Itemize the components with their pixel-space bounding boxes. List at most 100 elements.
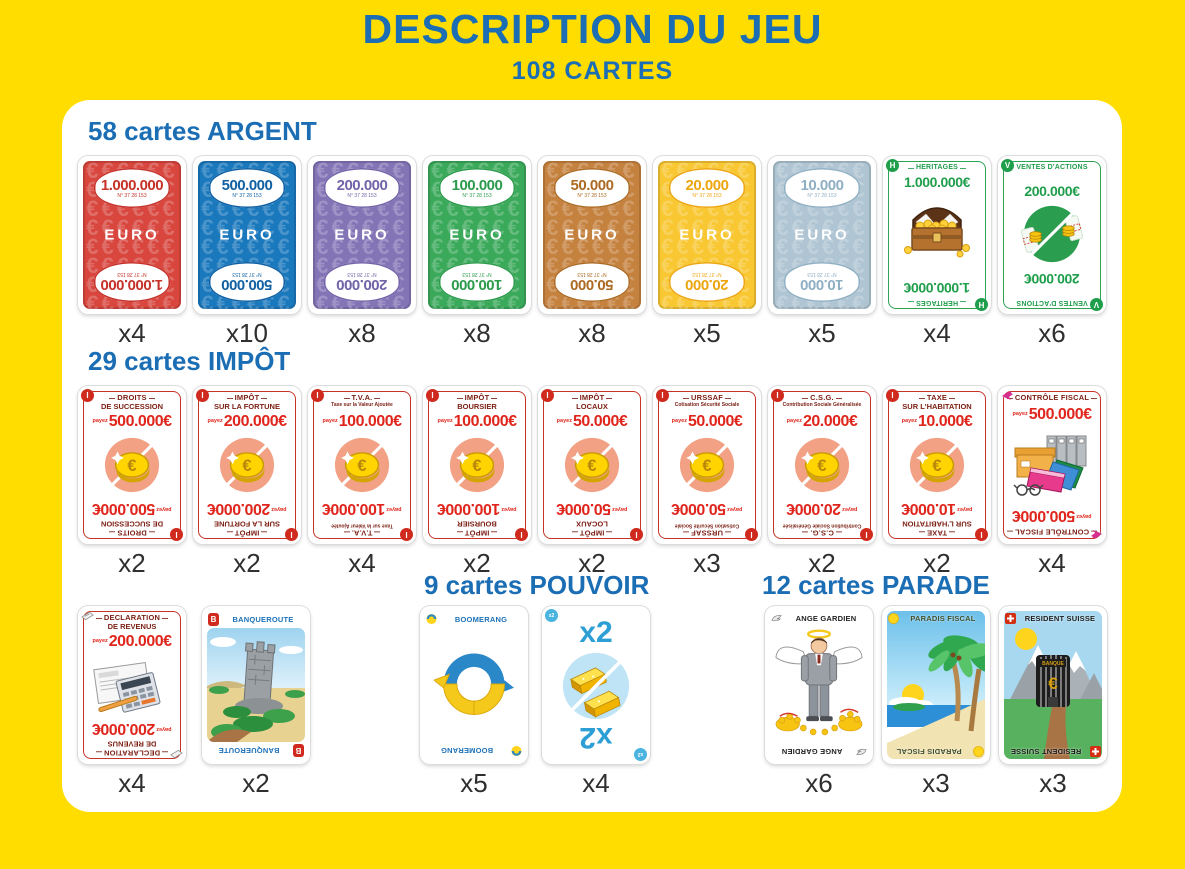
tax-subtitle-text: DE REVENUS <box>107 621 157 631</box>
tax-title-text: URSSAF <box>690 393 724 402</box>
money-value: 500.000 <box>221 176 273 194</box>
tax-title-text: IMPÔT <box>579 393 605 402</box>
swiss-flag-icon <box>1090 746 1101 757</box>
money-value: 10.000 <box>800 176 844 194</box>
card-count: x3 <box>1039 768 1067 798</box>
pay-label: payez <box>437 418 453 424</box>
card-title-text: BANQUEROUTE <box>218 746 280 755</box>
tax-title-text: DECLARATION <box>103 748 161 757</box>
card-title-flipped: B BANQUEROUTE <box>208 744 304 757</box>
tax-card: I I URSSAF Cotisation Sécurité Sociale p… <box>653 386 761 544</box>
money-card-column: €€€€€€€€€€€€€€€€€€€€€€€€€€€€€€€€€€€€€€€€… <box>768 156 876 349</box>
money-card: €€€€€€€€€€€€€€€€€€€€€€€€€€€€€€€€€€€€€€€€… <box>193 156 301 314</box>
tax-card-column: I I IMPÔT SUR LA FORTUNE payez200.000€ €… <box>193 386 301 579</box>
ventes-badge-icon: V <box>1001 159 1014 172</box>
gold-bars-icon <box>562 652 630 720</box>
pay-label: payez <box>207 418 223 424</box>
tax-amount: payez100.000€ <box>423 413 531 431</box>
money-card-back: €€€€€€€€€€€€€€€€€€€€€€€€€€€€€€€€€€€€€€€€… <box>658 161 756 309</box>
impot-badge-icon: I <box>860 528 873 541</box>
money-value: 200.000 <box>336 176 388 194</box>
tax-card: I I IMPÔT LOCAUX payez50.000€ € payez50.… <box>538 386 646 544</box>
card-title-text: BOOMERANG <box>440 746 494 756</box>
pay-label: payez <box>501 506 517 512</box>
card-title-flipped: BOOMERANG <box>426 745 522 757</box>
amount-value: 200.000€ <box>207 500 271 517</box>
card-count: x6 <box>805 768 833 798</box>
amount-value: 500.000€ <box>108 413 172 430</box>
tax-card-column: I I URSSAF Cotisation Sécurité Sociale p… <box>653 386 761 579</box>
money-card-back: €€€€€€€€€€€€€€€€€€€€€€€€€€€€€€€€€€€€€€€€… <box>198 161 296 309</box>
amount-value: 100.000€ <box>338 413 402 430</box>
tax-card-title: IMPÔT LOCAUX <box>544 393 640 411</box>
impot-extra-cards-group: DECLARATION DE REVENUS payez200.000€ <box>78 606 318 799</box>
tax-title-text: C.S.G. <box>810 528 834 537</box>
amount-value: 500.000€ <box>92 500 156 517</box>
impot-badge-icon: I <box>771 389 784 402</box>
tax-subtitle-text: DE SUCCESSION <box>100 519 164 529</box>
svg-text:€: € <box>357 457 366 475</box>
money-value: 200.000 <box>336 276 388 294</box>
card-frame <box>313 391 411 539</box>
card-title-flipped: CONTRÔLE FISCAL <box>1004 527 1100 537</box>
pay-label: payez <box>156 506 172 512</box>
tax-amount: payez20.000€ <box>768 413 876 431</box>
value-oval-flipped: 50.000 N° 37 28 153 <box>554 262 630 302</box>
value-oval-flipped: 1.000.000 N° 37 28 153 <box>94 262 170 302</box>
paradis-fiscal-card-column: PARADIS FISCAL PARADIS FISCAL x3 <box>882 606 990 799</box>
card-frame <box>83 391 181 539</box>
svg-text:€: € <box>242 457 251 475</box>
amount-value-flipped: 200.000€ <box>1024 271 1080 287</box>
pay-label: payez <box>1076 513 1092 519</box>
tax-subtitle-text: SUR L'HABITATION <box>902 519 972 529</box>
impot-badge-icon: I <box>656 389 669 402</box>
swiss-bank-scene: BANQUE € <box>1004 611 1102 759</box>
card-title: PARADIS FISCAL <box>888 613 984 624</box>
svg-text:€: € <box>127 457 136 475</box>
card-count: x3 <box>693 548 721 578</box>
tax-amount: payez10.000€ <box>883 413 991 431</box>
tax-amount: payez50.000€ <box>538 413 646 431</box>
banqueroute-badge-icon: B <box>293 744 304 757</box>
amount-value: 50.000€ <box>572 413 628 430</box>
money-value: 10.000 <box>800 276 844 294</box>
ventes-actions-card: V V VENTES D'ACTIONS 200.000€ <box>998 156 1106 314</box>
impot-badge-icon: I <box>515 528 528 541</box>
files-boxes-icon <box>1013 435 1087 496</box>
ange-gardien-card-column: ANGE GARDIEN <box>765 606 873 799</box>
money-value: 100.000 <box>451 176 503 194</box>
heritages-card-column: H H HERITAGES 1.000.000€ <box>883 156 991 349</box>
money-value: 20.000 <box>685 276 729 294</box>
tax-title-text: CONTRÔLE FISCAL <box>1014 528 1090 537</box>
ventes-badge-icon: V <box>1090 298 1103 311</box>
tax-title-text: T.V.A. <box>351 393 373 402</box>
euro-label: EURO <box>794 226 850 244</box>
tax-card-title-flipped: IMPÔT BOURSIER <box>429 519 525 537</box>
card-title-text: BOOMERANG <box>454 614 508 624</box>
card-count: x5 <box>460 768 488 798</box>
swiss-flag-icon <box>1005 613 1016 624</box>
x2-label: x2 <box>579 616 613 649</box>
pay-label: payez <box>842 506 858 512</box>
tax-card-title: C.S.G. Contribution Sociale Généralisée <box>774 393 870 408</box>
card-count: x2 <box>808 548 836 578</box>
tax-card-title-flipped: C.S.G. Contribution Sociale Généralisée <box>774 522 870 537</box>
money-card: €€€€€€€€€€€€€€€€€€€€€€€€€€€€€€€€€€€€€€€€… <box>423 156 531 314</box>
ruined-tower-scene <box>207 628 305 742</box>
serial-number: N° 37 28 153 <box>117 192 147 199</box>
euro-coin-icon: € <box>448 436 506 494</box>
tax-title-text: DROITS <box>117 393 147 402</box>
heritages-card: H H HERITAGES 1.000.000€ <box>883 156 991 314</box>
pay-label: payez <box>1012 411 1028 417</box>
tax-card: I I IMPÔT SUR LA FORTUNE payez200.000€ €… <box>193 386 301 544</box>
wing-badge-icon <box>856 748 867 755</box>
pay-label: payez <box>786 418 802 424</box>
page-subtitle: 108 CARTES <box>511 57 674 85</box>
svg-text:€: € <box>702 457 711 475</box>
amount-value: 50.000€ <box>687 413 743 430</box>
pay-label: payez <box>92 418 108 424</box>
card-frame <box>888 161 986 309</box>
card-count: x4 <box>348 548 376 578</box>
boomerang-card: BOOMERANG <box>420 606 528 764</box>
